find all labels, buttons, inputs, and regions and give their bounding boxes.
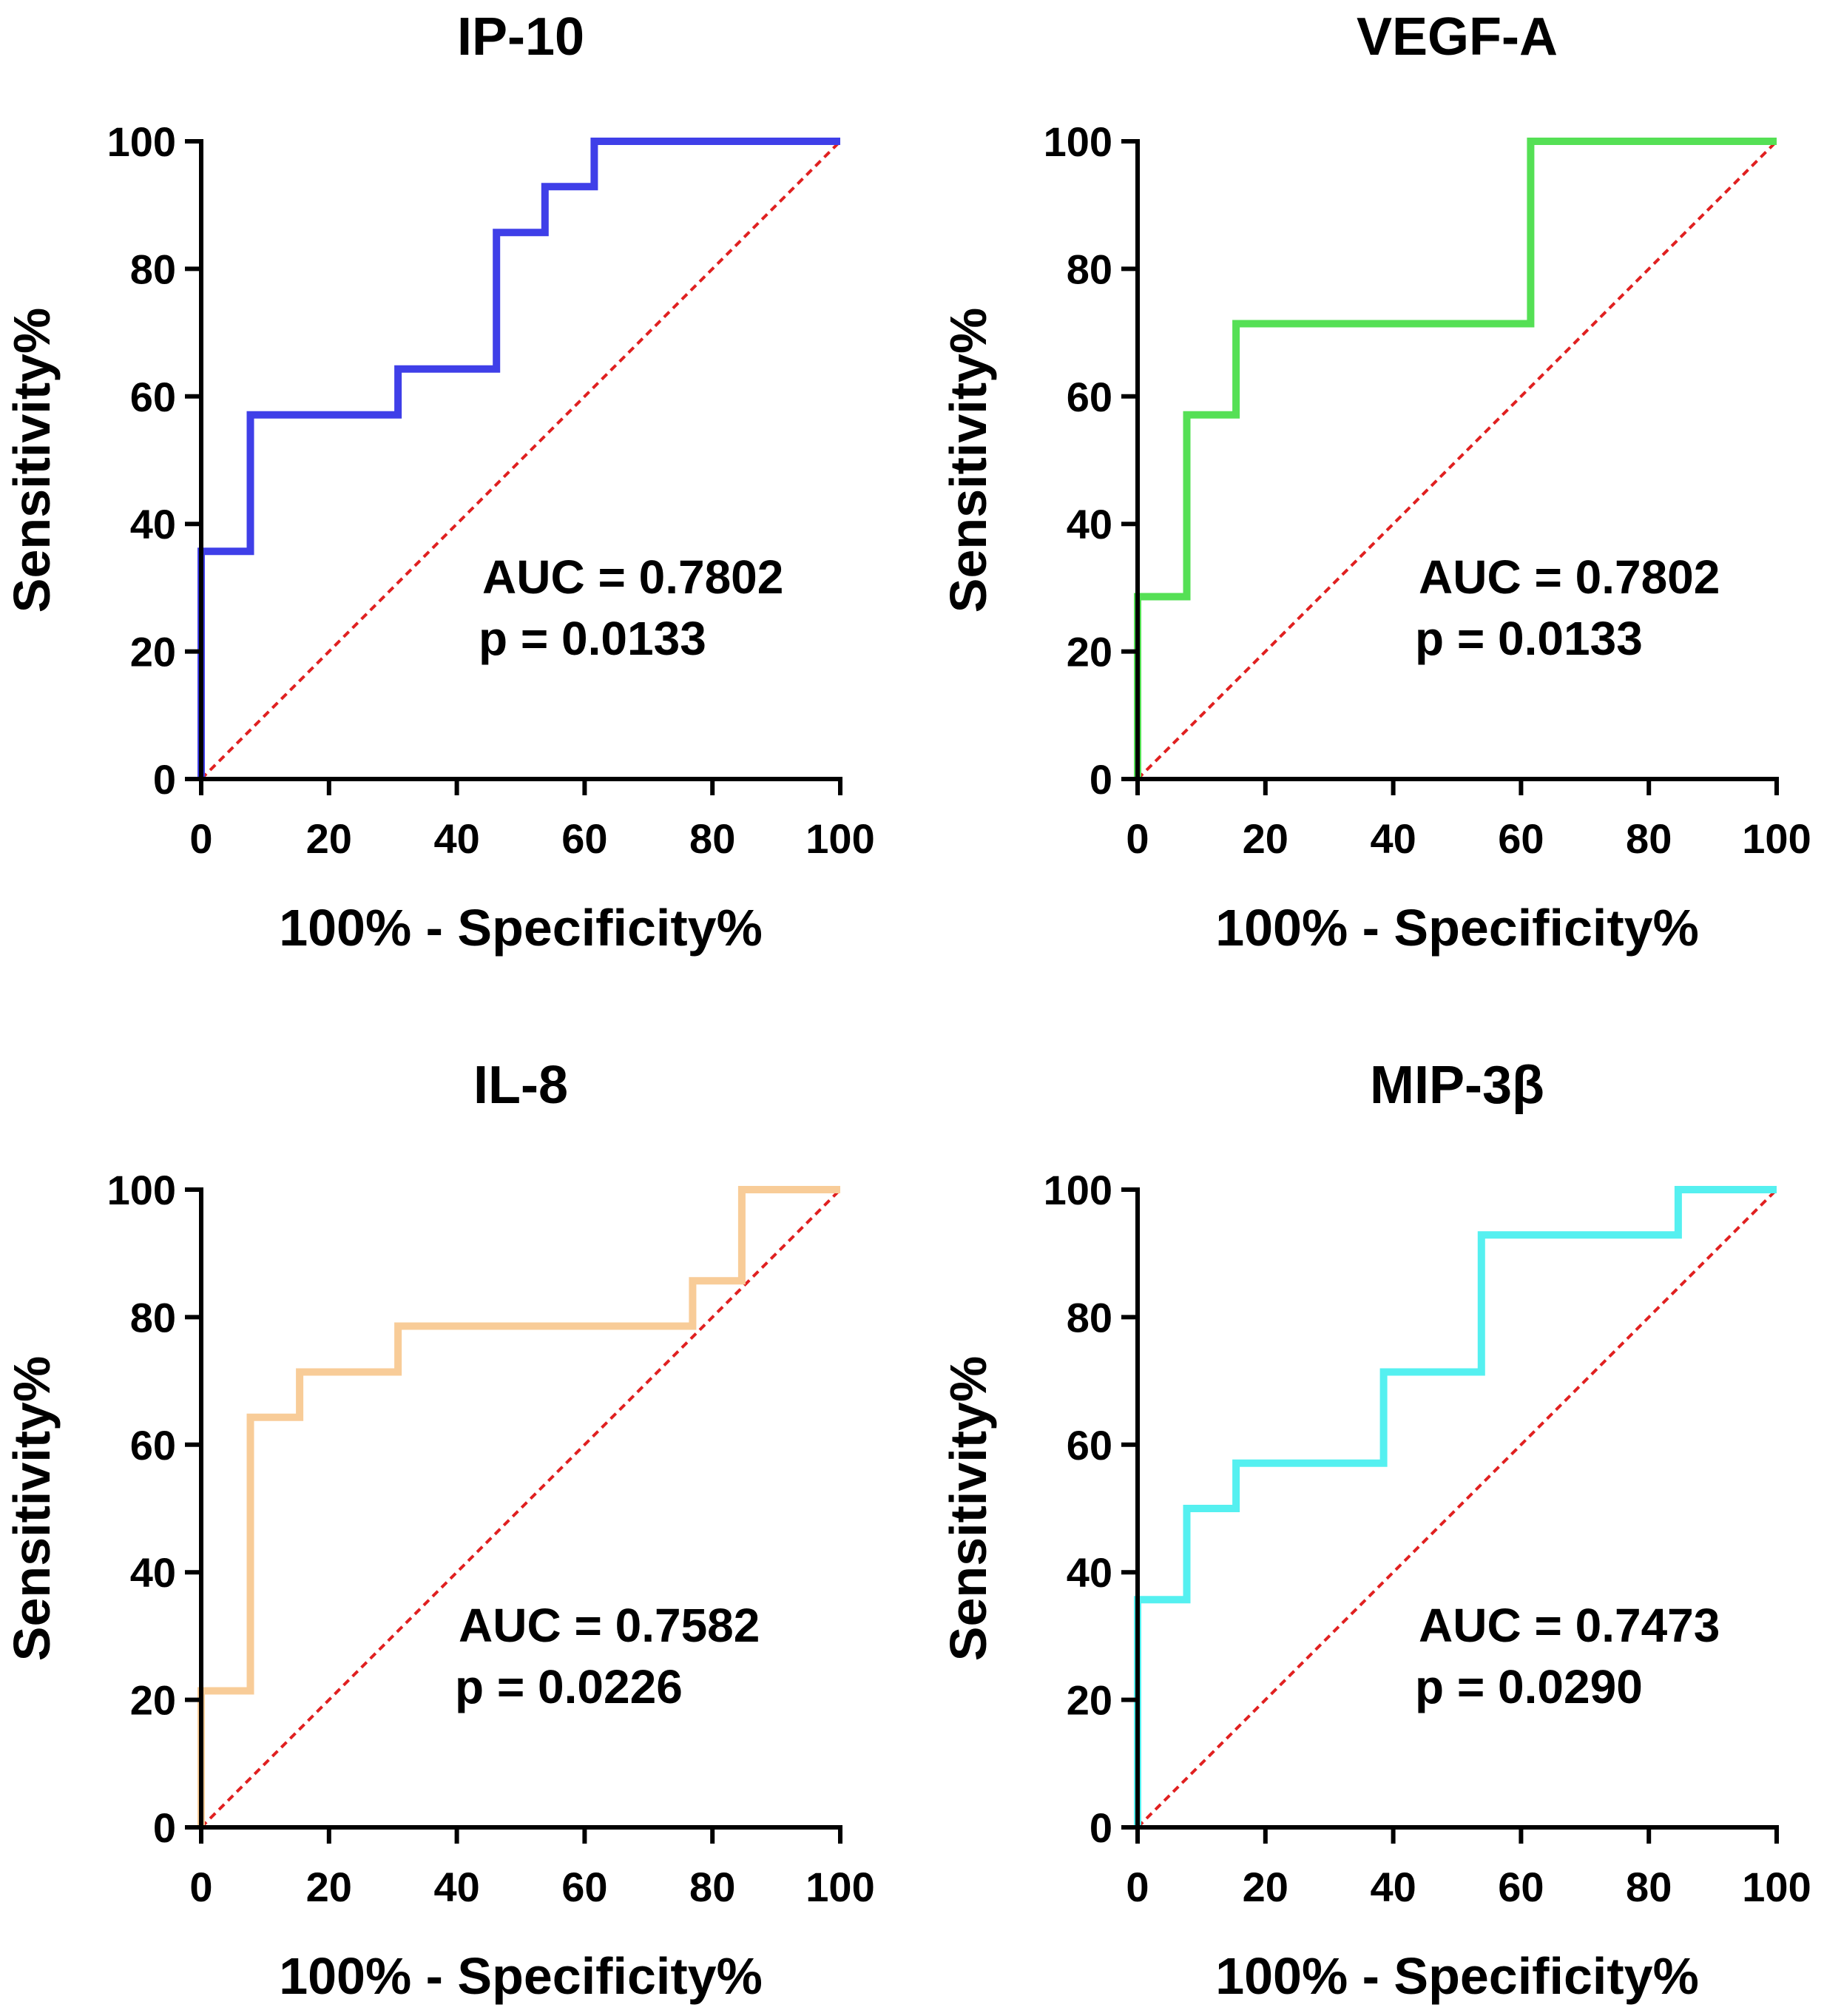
y-axis-label: Sensitivity% [939, 308, 997, 613]
panel-title: MIP-3β [1370, 1056, 1544, 1115]
p-value-annotation: p = 0.0226 [455, 1660, 683, 1713]
panel-mip3b: MIP-3β 0 20 40 60 80 100 0 20 40 60 80 100 100% - S… [939, 1056, 1811, 2005]
x-tick-label: 80 [689, 815, 735, 862]
auc-annotation: AUC = 0.7802 [482, 550, 783, 604]
x-tick-label: 20 [1243, 1864, 1288, 1910]
reference-diagonal-line [200, 1188, 842, 1829]
y-tick-label: 60 [130, 374, 176, 420]
p-value-annotation: p = 0.0133 [479, 612, 706, 665]
reference-diagonal-line [200, 140, 842, 781]
panel-il8: IL-8 0 20 40 60 80 100 0 20 40 60 80 100 100% - Spe… [3, 1056, 875, 2005]
panel-title: IL-8 [473, 1056, 568, 1115]
panel-vegf-a: VEGF-A 0 20 40 60 80 100 0 20 40 60 80 100 100% - S… [939, 7, 1811, 957]
y-tick-label: 40 [1067, 1549, 1112, 1596]
y-tick-label: 0 [1090, 1804, 1112, 1851]
x-tick-label: 20 [306, 1864, 352, 1910]
y-tick-label: 100 [1044, 118, 1112, 165]
x-tick-label: 0 [189, 815, 212, 862]
auc-annotation: AUC = 0.7473 [1419, 1599, 1720, 1652]
x-tick-label: 20 [306, 815, 352, 862]
y-tick-label: 100 [107, 1167, 176, 1213]
reference-diagonal-line [1136, 140, 1778, 781]
roc-curve [197, 1186, 840, 1827]
y-tick-label: 40 [130, 501, 176, 547]
x-tick-label: 60 [1498, 815, 1544, 862]
x-tick-label: 40 [1370, 815, 1416, 862]
x-axis-label: 100% - Specificity% [1215, 1947, 1699, 2005]
y-tick-label: 0 [1090, 756, 1112, 803]
x-tick-label: 40 [433, 815, 479, 862]
roc-curve [197, 138, 840, 779]
y-tick-label: 60 [1067, 374, 1112, 420]
x-tick-label: 0 [1126, 815, 1149, 862]
x-axis-label: 100% - Specificity% [1215, 899, 1699, 957]
plot-area: 0 20 40 60 80 100 0 20 40 60 80 100 [1044, 1167, 1811, 1910]
x-tick-label: 0 [189, 1864, 212, 1910]
y-tick-label: 80 [130, 1294, 176, 1341]
roc-curve [1134, 1186, 1777, 1827]
x-tick-label: 100 [805, 815, 874, 862]
roc-curve [1134, 138, 1777, 779]
x-tick-label: 60 [1498, 1864, 1544, 1910]
y-tick-label: 40 [1067, 501, 1112, 547]
x-tick-label: 20 [1243, 815, 1288, 862]
y-tick-label: 80 [1067, 246, 1112, 292]
y-tick-label: 0 [153, 756, 176, 803]
y-tick-label: 20 [130, 629, 176, 675]
panel-title: IP-10 [457, 7, 584, 67]
y-tick-label: 0 [153, 1804, 176, 1851]
y-tick-label: 20 [130, 1677, 176, 1724]
y-tick-label: 40 [130, 1549, 176, 1596]
y-axis-label: Sensitivity% [3, 1356, 61, 1661]
y-tick-label: 20 [1067, 629, 1112, 675]
y-tick-label: 100 [107, 118, 176, 165]
y-tick-label: 80 [1067, 1294, 1112, 1341]
y-tick-label: 80 [130, 246, 176, 292]
x-tick-label: 0 [1126, 1864, 1149, 1910]
x-axis-label: 100% - Specificity% [279, 1947, 763, 2005]
panel-title: VEGF-A [1357, 7, 1558, 67]
y-tick-label: 60 [1067, 1422, 1112, 1469]
panel-ip10: IP-10 0 20 40 60 80 100 0 20 40 60 80 100 100% - Sp… [3, 7, 875, 957]
x-tick-label: 40 [433, 1864, 479, 1910]
y-tick-label: 20 [1067, 1677, 1112, 1724]
x-tick-label: 100 [805, 1864, 874, 1910]
x-tick-label: 80 [1626, 1864, 1672, 1910]
y-axis-label: Sensitivity% [939, 1356, 997, 1661]
x-tick-label: 60 [561, 815, 607, 862]
y-axis-label: Sensitivity% [3, 308, 61, 613]
p-value-annotation: p = 0.0133 [1415, 612, 1643, 665]
plot-area: 0 20 40 60 80 100 0 20 40 60 80 100 [1044, 118, 1811, 862]
auc-annotation: AUC = 0.7582 [459, 1599, 760, 1652]
plot-area: 0 20 40 60 80 100 0 20 40 60 80 100 [107, 1167, 875, 1910]
x-tick-label: 60 [561, 1864, 607, 1910]
x-tick-label: 100 [1742, 1864, 1811, 1910]
plot-area: 0 20 40 60 80 100 0 20 40 60 80 100 [107, 118, 875, 862]
x-tick-label: 40 [1370, 1864, 1416, 1910]
y-tick-label: 100 [1044, 1167, 1112, 1213]
x-tick-label: 100 [1742, 815, 1811, 862]
y-tick-label: 60 [130, 1422, 176, 1469]
auc-annotation: AUC = 0.7802 [1419, 550, 1720, 604]
p-value-annotation: p = 0.0290 [1415, 1660, 1643, 1713]
x-axis-label: 100% - Specificity% [279, 899, 763, 957]
x-tick-label: 80 [1626, 815, 1672, 862]
x-tick-label: 80 [689, 1864, 735, 1910]
